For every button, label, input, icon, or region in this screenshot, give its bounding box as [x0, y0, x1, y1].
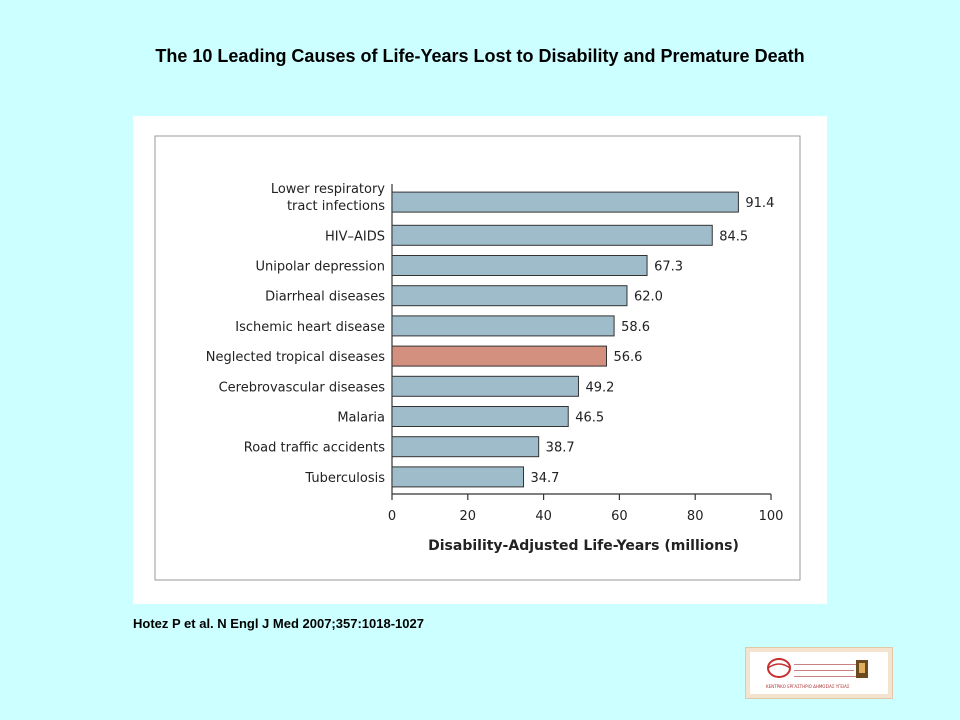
value-labels-layer: 91.4 84.5 67.3 62.0 58.6 56.649.2 46.538.7 34.7: [531, 196, 775, 486]
slide-title: The 10 Leading Causes of Life-Years Lost…: [155, 46, 805, 66]
bars-layer: [391, 191, 739, 488]
category-label: Ischemic heart disease: [235, 320, 385, 335]
bar-value-label: 58.6: [621, 320, 650, 335]
bar-value-label: 49.2: [585, 380, 614, 395]
bar-value-label: 62.0: [634, 290, 663, 305]
bar-value-label: 56.6: [614, 350, 643, 365]
figure-panel: Lower respiratory tract infections HIV–AID…: [133, 116, 827, 604]
x-ticks-layer: 0 20 40 60 80 100: [388, 494, 784, 524]
bar: [391, 285, 628, 307]
x-tick-label: 20: [460, 509, 477, 524]
category-label: Unipolar depression: [255, 260, 385, 275]
bar-value-label: 67.3: [654, 260, 683, 275]
logo-caption: ΚΕΝΤΡΙΚΟ ΕΡΓΑΣΤΗΡΙΟ ΔΗΜΟΣΙΑΣ ΥΓΕΙΑΣ: [766, 684, 850, 689]
x-tick-label: 80: [687, 509, 704, 524]
category-label: Lower respiratory tract infections: [271, 182, 385, 214]
citation: Hotez P et al. N Engl J Med 2007;357:101…: [133, 616, 424, 631]
bar: [391, 375, 579, 397]
category-label: Tuberculosis: [304, 471, 385, 486]
logo-icon: [767, 658, 868, 678]
bar: [391, 345, 608, 367]
category-label: Malaria: [337, 411, 385, 426]
bar-value-label: 84.5: [719, 229, 748, 244]
bar: [391, 406, 569, 427]
category-label: Cerebrovascular diseases: [219, 380, 386, 395]
x-axis-label: Disability-Adjusted Life-Years (millions…: [428, 538, 739, 554]
category-label: Diarrheal diseases: [265, 290, 385, 305]
bar: [391, 436, 540, 458]
x-tick-label: 40: [535, 509, 552, 524]
bar-value-label: 34.7: [531, 471, 560, 486]
bar-value-label: 91.4: [745, 196, 774, 211]
bar: [391, 224, 713, 246]
category-labels-layer: Lower respiratory tract infections HIV–AID…: [206, 182, 386, 486]
category-label: HIV–AIDS: [325, 229, 385, 244]
x-tick-label: 100: [759, 509, 784, 524]
bar-value-label: 38.7: [546, 441, 575, 456]
x-tick-label: 0: [388, 509, 396, 524]
x-tick-label: 60: [611, 509, 628, 524]
bar: [391, 315, 615, 337]
category-label: Neglected tropical diseases: [206, 350, 385, 365]
category-label: Road traffic accidents: [244, 441, 385, 456]
logo: ΚΕΝΤΡΙΚΟ ΕΡΓΑΣΤΗΡΙΟ ΔΗΜΟΣΙΑΣ ΥΓΕΙΑΣ: [745, 647, 893, 699]
bar: [391, 255, 648, 276]
bar-chart: Lower respiratory tract infections HIV–AID…: [154, 135, 801, 581]
bar: [391, 191, 739, 213]
bar: [391, 466, 525, 488]
bar-value-label: 46.5: [575, 411, 604, 426]
